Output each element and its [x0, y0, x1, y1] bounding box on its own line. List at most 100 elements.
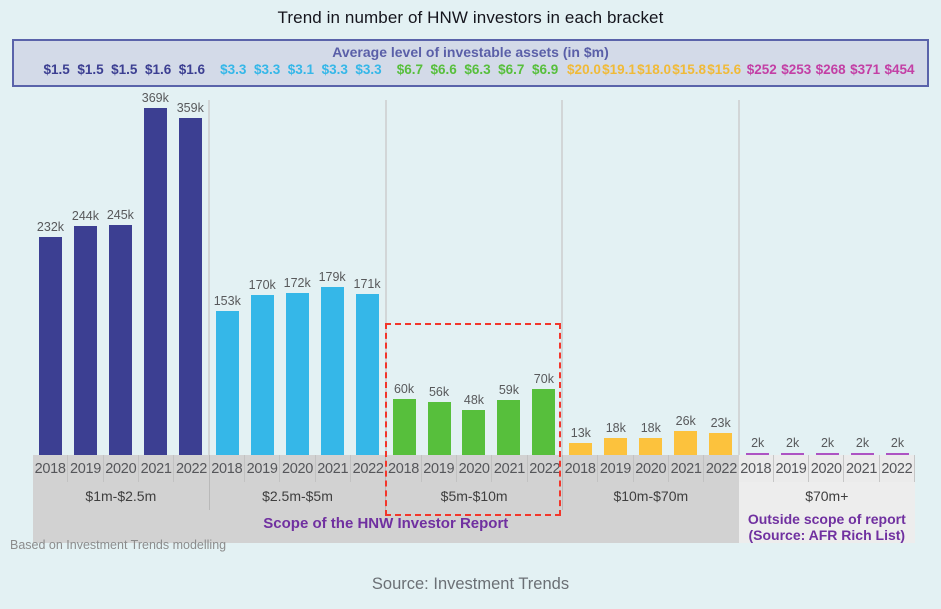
average-assets-values: $1.5 $1.5 $1.5 $1.6 $1.6 $3.3 $3.3 $3.1 $3.3 $3.3… — [14, 60, 927, 77]
bar — [215, 311, 239, 455]
bar-group: 232k 244k 245k 369k 359k — [33, 91, 210, 455]
bar-group: 153k 170k 172k 179k 171k — [210, 100, 387, 455]
average-asset-value: $6.3 — [464, 62, 491, 77]
year-tick: 2019 — [598, 455, 634, 482]
year-tick: 2021 — [844, 455, 880, 482]
average-asset-value: $3.3 — [321, 62, 348, 77]
year-tick: 2018 — [210, 455, 245, 482]
average-asset-value: $454 — [884, 62, 915, 77]
average-asset-value: $3.1 — [287, 62, 315, 77]
bar-slot: 153k — [210, 294, 245, 455]
years-row: 2018 2019 2020 2021 2022 — [33, 455, 209, 482]
average-assets-group: $6.7 $6.6 $6.3 $6.7 $6.9 — [389, 62, 566, 77]
bar-value-label: 369k — [141, 91, 169, 106]
in-scope-strip: 2018 2019 2020 2021 2022 $1m-$2.5m 2018 2019 202… — [33, 455, 739, 543]
bar-value-label: 23k — [710, 416, 731, 431]
bar-value-label: 2k — [751, 435, 765, 450]
bar-value-label: 48k — [463, 392, 485, 407]
bar-value-label: 245k — [106, 207, 134, 222]
bar — [851, 452, 875, 455]
bar-slot: 359k — [173, 101, 208, 455]
average-asset-value: $3.3 — [253, 62, 281, 77]
bracket-label: $5m-$10m — [440, 488, 508, 504]
bar — [143, 108, 167, 455]
bar-value-label: 59k — [498, 382, 519, 397]
bar-value-label: 179k — [318, 269, 346, 284]
bar — [674, 430, 698, 455]
bracket-label: $1m-$2.5m — [85, 488, 157, 504]
footnote: Based on Investment Trends modelling — [10, 538, 227, 552]
bar — [355, 294, 379, 455]
year-tick: 2019 — [245, 455, 281, 482]
average-asset-value: $19.1 — [602, 62, 636, 77]
years-row: 2018 2019 2020 2021 2022 — [210, 455, 386, 482]
bar-group: 13k 18k 18k 26k 23k — [563, 100, 741, 455]
bar-value-label: 170k — [248, 278, 276, 293]
bar-value-label: 172k — [283, 276, 311, 291]
year-tick: 2020 — [280, 455, 316, 482]
year-tick: 2020 — [457, 455, 493, 482]
bar-slot: 2k — [810, 436, 845, 455]
bar — [497, 399, 521, 455]
year-tick: 2019 — [773, 455, 810, 482]
average-assets-group: $3.3 $3.3 $3.1 $3.3 $3.3 — [213, 62, 390, 77]
bar — [639, 438, 663, 455]
average-assets-group: $252 $253 $268 $371 $454 — [742, 62, 919, 77]
strip-group: 2018 2019 2020 2021 2022 $5m-$10m — [386, 455, 563, 510]
bar-value-label: 171k — [353, 277, 381, 292]
year-tick: 2020 — [104, 455, 139, 482]
bar — [320, 286, 344, 455]
bar-slot: 2k — [740, 435, 775, 455]
years-row: 2018 2019 2020 2021 2022 — [386, 455, 562, 482]
year-tick: 2022 — [879, 455, 915, 482]
year-tick: 2022 — [352, 460, 384, 477]
year-tick: 2018 — [738, 455, 774, 482]
bar-value-label: 18k — [640, 421, 661, 436]
year-tick: 2021 — [669, 455, 705, 482]
bar — [569, 442, 593, 455]
bar-slot: 369k — [138, 91, 173, 455]
average-asset-value: $252 — [746, 62, 777, 77]
bar-value-label: 232k — [36, 219, 65, 234]
average-asset-value: $18.0 — [637, 62, 671, 77]
bar-group: 2k 2k 2k 2k 2k — [740, 100, 915, 455]
year-tick: 2021 — [316, 455, 351, 482]
average-asset-value: $268 — [815, 62, 846, 77]
out-of-scope-strip: 2018 2019 2020 2021 2022 $70m+ Outside scope … — [738, 455, 915, 543]
year-tick: 2018 — [563, 455, 599, 482]
bar — [250, 295, 274, 455]
bar — [178, 117, 202, 455]
years-row: 2018 2019 2020 2021 2022 — [563, 455, 739, 482]
average-asset-value: $371 — [850, 62, 881, 77]
bar — [532, 389, 556, 455]
strip-group: 2018 2019 2020 2021 2022 $2.5m-$5m — [210, 455, 387, 510]
out-of-scope-line1: Outside scope of report — [747, 511, 906, 527]
bar-slot: 245k — [103, 208, 138, 455]
bar — [73, 225, 97, 455]
strip-group: 2018 2019 2020 2021 2022 $1m-$2.5m — [33, 455, 210, 510]
year-tick: 2021 — [139, 455, 175, 482]
bar — [462, 409, 486, 455]
axis-strip: 2018 2019 2020 2021 2022 $1m-$2.5m 2018 2019 202… — [33, 455, 915, 543]
strip-group: 2018 2019 2020 2021 2022 $70m+ — [738, 455, 915, 510]
average-asset-value: $3.3 — [220, 62, 247, 77]
bar-slot: 13k — [563, 426, 598, 455]
year-tick: 2022 — [529, 460, 561, 477]
bracket-label: $2.5m-$5m — [262, 488, 333, 504]
bar — [38, 236, 62, 455]
bar-slot: 26k — [668, 414, 703, 455]
average-assets-group: $1.5 $1.5 $1.5 $1.6 $1.6 — [36, 62, 213, 77]
bar — [285, 293, 309, 455]
bar — [709, 433, 733, 455]
average-asset-value: $253 — [781, 62, 812, 77]
bar-slot: 18k — [598, 421, 633, 455]
average-assets-box: Average level of investable assets (in $… — [12, 39, 929, 87]
average-asset-value: $6.6 — [430, 62, 457, 77]
bar — [781, 452, 805, 455]
bar-value-label: 70k — [533, 372, 554, 387]
year-tick: 2019 — [68, 455, 104, 482]
year-tick: 2022 — [175, 460, 207, 477]
average-asset-value: $3.3 — [355, 62, 382, 77]
average-assets-group: $20.0 $19.1 $18.0 $15.8 $15.6 — [566, 62, 743, 77]
